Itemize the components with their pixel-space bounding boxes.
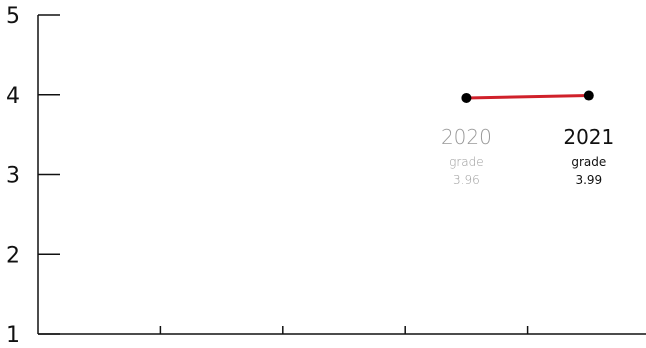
year-label-2021: 2021 xyxy=(563,125,614,149)
point-labels: 2020 grade 3.96 2021 grade 3.99 xyxy=(441,125,614,187)
grade-series xyxy=(461,90,594,103)
y-tick-label-5: 5 xyxy=(6,4,20,29)
y-tick-label-1: 1 xyxy=(6,323,20,348)
grade-point-2020 xyxy=(461,92,472,103)
caption-label-2020: grade xyxy=(449,155,484,169)
x-ticks xyxy=(159,326,529,334)
grade-point-2021 xyxy=(583,90,594,101)
caption-label-2021: grade xyxy=(571,155,606,169)
value-label-2020: 3.96 xyxy=(453,173,480,187)
y-tick-label-2: 2 xyxy=(6,243,20,268)
value-label-2021: 3.99 xyxy=(575,173,602,187)
year-label-2020: 2020 xyxy=(441,125,492,149)
y-tick-label-3: 3 xyxy=(6,164,20,189)
axes xyxy=(37,15,646,335)
y-ticks: 1 2 3 4 5 xyxy=(6,4,60,348)
grade-line xyxy=(466,94,589,100)
y-tick-label-4: 4 xyxy=(6,84,20,109)
